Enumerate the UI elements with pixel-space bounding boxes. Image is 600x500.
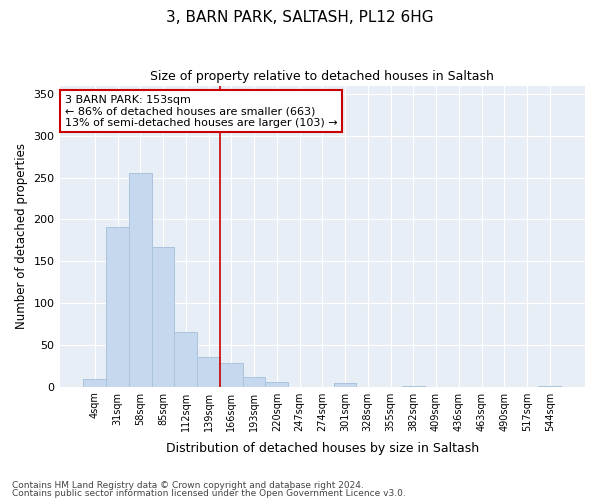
Bar [334, 384, 356, 386]
Bar [220, 363, 242, 386]
Bar [197, 356, 220, 386]
Text: Contains HM Land Registry data © Crown copyright and database right 2024.: Contains HM Land Registry data © Crown c… [12, 480, 364, 490]
Bar [265, 382, 288, 386]
Text: 3 BARN PARK: 153sqm
← 86% of detached houses are smaller (663)
13% of semi-detac: 3 BARN PARK: 153sqm ← 86% of detached ho… [65, 94, 337, 128]
Text: Contains public sector information licensed under the Open Government Licence v3: Contains public sector information licen… [12, 489, 406, 498]
Title: Size of property relative to detached houses in Saltash: Size of property relative to detached ho… [151, 70, 494, 83]
Bar [175, 332, 197, 386]
Bar [106, 227, 129, 386]
Bar [242, 378, 265, 386]
X-axis label: Distribution of detached houses by size in Saltash: Distribution of detached houses by size … [166, 442, 479, 455]
Bar [129, 174, 152, 386]
Y-axis label: Number of detached properties: Number of detached properties [15, 143, 28, 329]
Bar [83, 379, 106, 386]
Bar [152, 247, 175, 386]
Text: 3, BARN PARK, SALTASH, PL12 6HG: 3, BARN PARK, SALTASH, PL12 6HG [166, 10, 434, 25]
